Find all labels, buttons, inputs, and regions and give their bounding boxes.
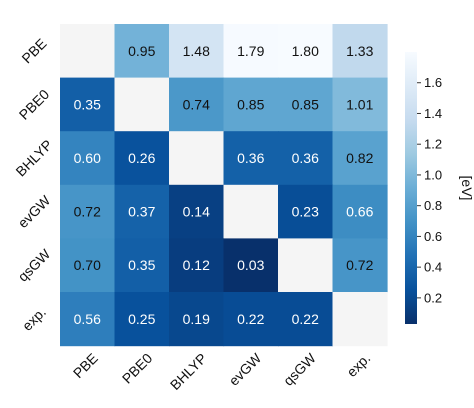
- heatmap-cell-1-3: [223, 77, 279, 132]
- row-label-2: BHLYP: [12, 136, 55, 179]
- cell-value-label-2-1: 0.26: [128, 150, 155, 166]
- row-tick-labels: PBE PBE0 BHLYP evGW qsGW exp.: [12, 35, 55, 334]
- column-label-5: exp.: [343, 350, 373, 380]
- row-label-4: qsGW: [15, 245, 54, 284]
- heatmap-cell-3-4: [278, 184, 334, 239]
- cell-value-label-5-3: 0.22: [237, 311, 264, 327]
- heatmap-cell-2-2: [169, 131, 225, 186]
- heatmap-cell-1-1: [114, 77, 170, 132]
- cell-value-label-3-0: 0.72: [74, 204, 101, 220]
- heatmap-cell-0-4: [278, 24, 334, 79]
- heatmap-cell-5-0: [60, 292, 116, 347]
- heatmap-cell-1-5: [332, 77, 388, 132]
- column-tick-labels: PBE PBE0 BHLYP evGW qsGW exp.: [70, 349, 374, 393]
- cell-value-label-2-3: 0.36: [237, 150, 264, 166]
- colorbar-tick-label-1: 0.4: [424, 260, 442, 275]
- heatmap-cell-5-5: [332, 292, 388, 347]
- cell-value-label-3-2: 0.14: [183, 204, 210, 220]
- cell-value-label-0-3: 1.79: [237, 43, 264, 59]
- heatmap-cell-1-0: [60, 77, 116, 132]
- heatmap-cell-4-1: [114, 238, 170, 293]
- heatmap-cell-3-2: [169, 184, 225, 239]
- heatmap-cell-1-4: [278, 77, 334, 132]
- cell-value-label-4-1: 0.35: [128, 257, 155, 273]
- heatmap-cell-4-3: [223, 238, 279, 293]
- heatmap-cell-2-5: [332, 131, 388, 186]
- colorbar-tick-label-2: 0.6: [424, 229, 442, 244]
- column-label-3: evGW: [226, 349, 265, 388]
- heatmap-cell-0-5: [332, 24, 388, 79]
- colorbar: 0.2 0.4 0.6 0.8 1.0 1.2 1.4 1.6 [eV]: [405, 52, 474, 324]
- cell-value-label-2-0: 0.60: [74, 150, 101, 166]
- colorbar-label: [eV]: [459, 176, 474, 201]
- heatmap-cell-4-2: [169, 238, 225, 293]
- cell-value-label-2-4: 0.36: [292, 150, 319, 166]
- heatmap-cell-4-5: [332, 238, 388, 293]
- heatmap-cell-5-1: [114, 292, 170, 347]
- cell-value-label-1-5: 1.01: [346, 96, 373, 112]
- colorbar-tick-label-7: 1.6: [424, 75, 442, 90]
- cell-value-label-0-2: 1.48: [183, 43, 210, 59]
- heatmap-cell-5-3: [223, 292, 279, 347]
- colorbar-gradient: [405, 52, 417, 324]
- cell-value-label-4-3: 0.03: [237, 257, 264, 273]
- colorbar-tick-label-0: 0.2: [424, 290, 442, 305]
- cell-value-label-5-1: 0.25: [128, 311, 155, 327]
- cell-value-label-2-5: 0.82: [346, 150, 373, 166]
- colorbar-tick-label-5: 1.2: [424, 137, 442, 152]
- cell-value-label-1-4: 0.85: [292, 96, 319, 112]
- cell-value-label-1-2: 0.74: [183, 96, 210, 112]
- heatmap-cell-0-0: [60, 24, 116, 79]
- heatmap-cell-5-2: [169, 292, 225, 347]
- row-label-0: PBE: [18, 35, 49, 66]
- cell-value-label-0-5: 1.33: [346, 43, 373, 59]
- cell-value-label-3-5: 0.66: [346, 204, 373, 220]
- heatmap-cell-2-1: [114, 131, 170, 186]
- cell-value-label-3-1: 0.37: [128, 204, 155, 220]
- row-label-1: PBE0: [16, 86, 53, 123]
- heatmap-cell-3-1: [114, 184, 170, 239]
- cell-value-label-4-2: 0.12: [183, 257, 210, 273]
- cell-value-label-5-2: 0.19: [183, 311, 210, 327]
- cell-value-label-4-0: 0.70: [74, 257, 101, 273]
- column-label-2: BHLYP: [167, 350, 210, 393]
- column-label-1: PBE0: [119, 350, 156, 387]
- heatmap-cell-2-4: [278, 131, 334, 186]
- heatmap-cell-4-0: [60, 238, 116, 293]
- colorbar-tick-label-4: 1.0: [424, 167, 442, 182]
- colorbar-tick-label-3: 0.8: [424, 198, 442, 213]
- column-label-4: qsGW: [280, 349, 319, 388]
- heatmap-cell-0-2: [169, 24, 225, 79]
- heatmap-cell-2-3: [223, 131, 279, 186]
- cell-value-label-0-4: 1.80: [292, 43, 319, 59]
- colorbar-tick-label-6: 1.4: [424, 106, 442, 121]
- heatmap-cell-1-2: [169, 77, 225, 132]
- heatmap-cell-3-5: [332, 184, 388, 239]
- heatmap-cells: 0.95 1.48 1.79 1.80 1.33 0.35 0.74 0.85 0.85 1.01…: [60, 24, 388, 347]
- heatmap-cell-3-0: [60, 184, 116, 239]
- cell-value-label-0-1: 0.95: [128, 43, 155, 59]
- heatmap-cell-3-3: [223, 184, 279, 239]
- heatmap-cell-0-1: [114, 24, 170, 79]
- heatmap-cell-5-4: [278, 292, 334, 347]
- cell-value-label-4-5: 0.72: [346, 257, 373, 273]
- cell-value-label-5-4: 0.22: [292, 311, 319, 327]
- heatmap-cell-0-3: [223, 24, 279, 79]
- row-label-3: evGW: [15, 192, 54, 231]
- cell-value-label-1-3: 0.85: [237, 96, 264, 112]
- row-label-5: exp.: [19, 304, 49, 334]
- heatmap-cell-4-4: [278, 238, 334, 293]
- cell-value-label-5-0: 0.56: [74, 311, 101, 327]
- cell-value-label-1-0: 0.35: [74, 96, 101, 112]
- heatmap-cell-2-0: [60, 131, 116, 186]
- cell-value-label-3-4: 0.23: [292, 204, 319, 220]
- column-label-0: PBE: [70, 350, 101, 381]
